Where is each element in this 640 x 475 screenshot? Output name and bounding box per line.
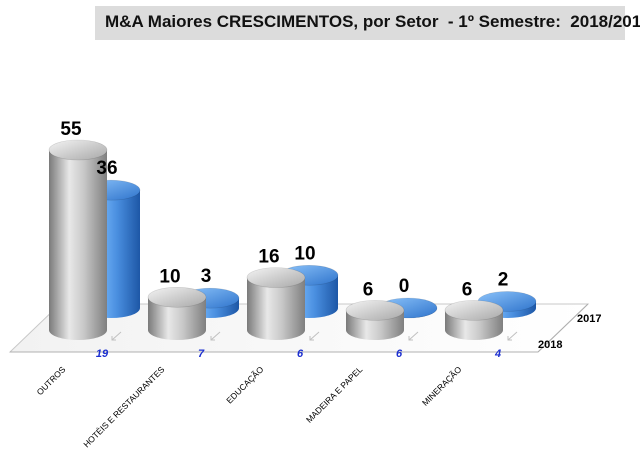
value-label-2017-3: 0 [399, 276, 410, 297]
diff-arrowhead-2 [309, 336, 314, 341]
bar-2018-1 [147, 286, 207, 340]
bar-2018-0-top [48, 139, 108, 161]
chart-title: M&A Maiores CRESCIMENTOS, por Setor - 1º… [105, 12, 640, 31]
value-label-2018-4: 6 [462, 279, 473, 300]
bar-2018-3-top [345, 300, 405, 321]
diff-arrow-3 [408, 331, 419, 341]
category-label-2: EDUCAÇÃO [224, 364, 265, 405]
diff-arrow-1 [210, 331, 221, 341]
bar-2018-2 [246, 267, 306, 340]
value-label-2017-1: 3 [201, 266, 212, 287]
category-label-4: MINERAÇÃO [420, 364, 464, 408]
diff-label-2: 6 [297, 348, 304, 360]
depth-label-2018: 2018 [538, 339, 562, 351]
bar-2018-4 [444, 300, 504, 340]
bar-2018-2-body [247, 277, 305, 340]
bar-2018-1-top [147, 286, 207, 308]
series-2018-group [48, 139, 504, 340]
value-label-2018-2: 16 [258, 247, 279, 268]
diff-arrow-0 [111, 331, 122, 341]
bar-2018-3 [345, 300, 405, 340]
title-bar: M&A Maiores CRESCIMENTOS, por Setor - 1º… [95, 6, 640, 40]
bar-2018-0-body [49, 150, 107, 340]
value-label-2018-3: 6 [363, 279, 374, 300]
category-label-0: OUTROS [35, 364, 68, 397]
diff-label-0: 19 [96, 348, 109, 360]
category-label-3: MADEIRA E PAPEL [304, 364, 365, 425]
diff-arrowhead-4 [507, 336, 512, 341]
bar-2018-2-top [246, 267, 306, 288]
floor-side-edge [537, 303, 589, 353]
diff-arrow-2 [309, 331, 320, 341]
category-label-1: HOTÉIS E RESTAURANTES [81, 364, 166, 449]
value-label-2017-4: 2 [498, 269, 509, 290]
diff-label-4: 4 [494, 348, 501, 360]
value-label-2017-2: 10 [294, 243, 315, 264]
diff-arrowhead-1 [210, 336, 215, 341]
depth-label-2017: 2017 [577, 313, 601, 325]
diff-label-1: 7 [198, 348, 205, 360]
bar-2018-1-body [148, 297, 206, 340]
diff-label-3: 6 [396, 348, 403, 360]
bar-2018-0 [48, 139, 108, 340]
bar-2018-4-top [444, 300, 504, 321]
value-label-2017-0: 36 [96, 158, 117, 179]
value-label-2018-0: 55 [60, 119, 82, 140]
diff-arrow-4 [507, 331, 518, 341]
diff-arrowhead-0 [111, 336, 116, 341]
value-label-2018-1: 10 [159, 266, 180, 287]
diff-arrowhead-3 [408, 336, 413, 341]
